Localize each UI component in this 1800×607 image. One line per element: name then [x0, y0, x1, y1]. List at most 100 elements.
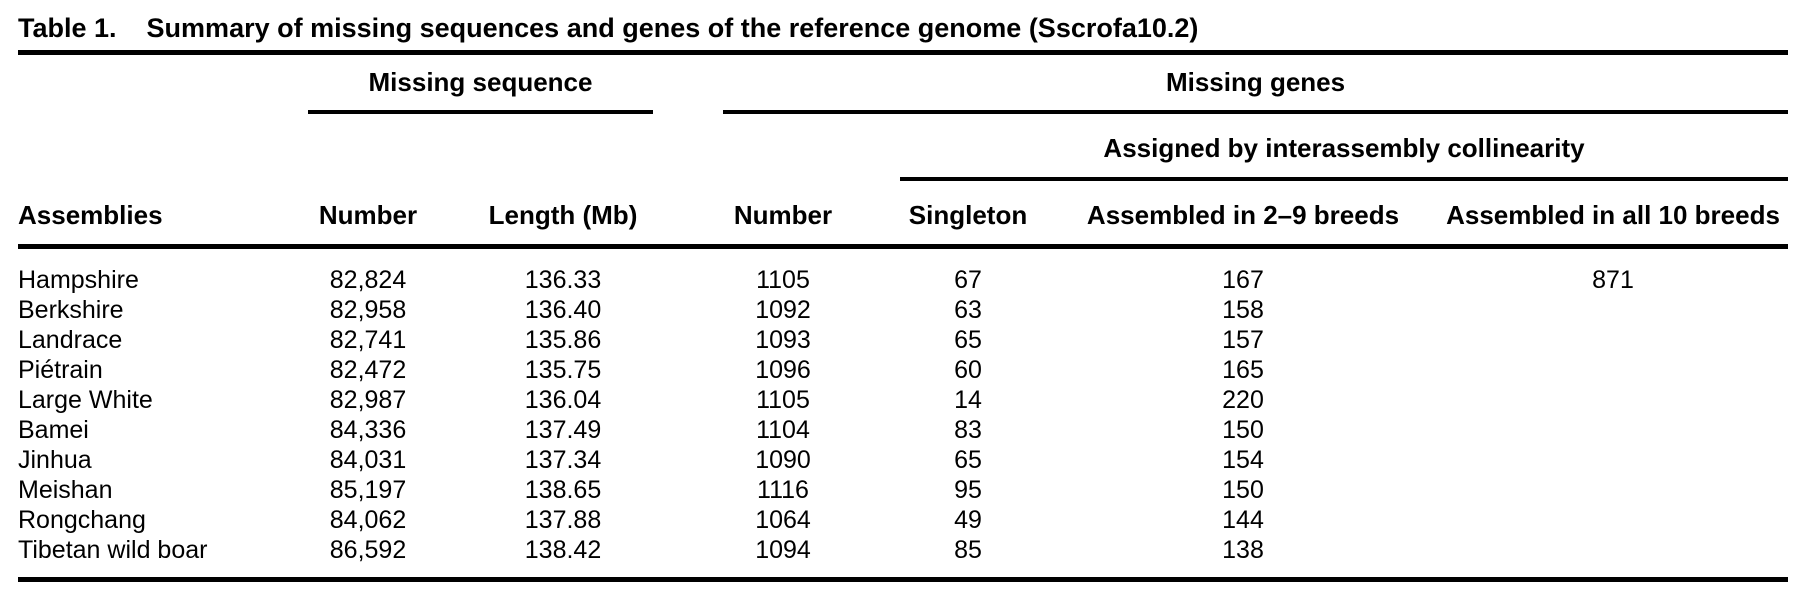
cell-genes-number: 1116	[757, 476, 809, 504]
table-row: Piétrain 82,472 135.75 1096 60 165	[18, 355, 1788, 385]
cell-seq-number: 85,197	[329, 476, 407, 504]
cell-seq-number: 82,987	[329, 386, 407, 414]
cell-seq-length-mb: 136.04	[524, 386, 602, 414]
cell-genes-number: 1093	[755, 326, 811, 354]
col-header-assemblies: Assemblies	[18, 181, 288, 249]
cell-seq-number: 82,472	[329, 356, 407, 384]
cell-singleton: 14	[954, 386, 982, 414]
cell-singleton: 85	[954, 536, 982, 564]
cell-seq-length-mb: 136.40	[524, 296, 602, 324]
subgroup-spacer	[288, 114, 678, 181]
summary-table: Missing sequence Missing genes Assigned …	[18, 55, 1789, 566]
cell-seq-number: 82,741	[329, 326, 407, 354]
cell-seq-length-mb: 137.88	[524, 506, 602, 534]
col-header-singleton: Singleton	[888, 181, 1048, 249]
cell-all-10-breeds	[1438, 535, 1788, 565]
cell-seq-number: 84,336	[329, 416, 407, 444]
cell-breeds-2-9: 154	[1222, 446, 1264, 474]
table-title-label: Table 1.	[18, 13, 117, 43]
cell-seq-number: 84,062	[329, 506, 407, 534]
cell-breeds-2-9: 158	[1222, 296, 1264, 324]
cell-singleton: 63	[954, 296, 982, 324]
cell-all-10-breeds: 871	[1592, 266, 1634, 294]
cell-breeds-2-9: 157	[1222, 326, 1264, 354]
cell-all-10-breeds	[1438, 445, 1788, 475]
cell-all-10-breeds	[1438, 505, 1788, 535]
cell-breeds-2-9: 144	[1222, 506, 1264, 534]
table-row: Hampshire 82,824 136.33 1105 67 167 871	[18, 247, 1788, 296]
cell-genes-number: 1104	[756, 416, 810, 444]
col-header-length-mb: Length (Mb)	[448, 181, 678, 249]
cell-assembly: Jinhua	[18, 446, 92, 474]
col-header-all-10-breeds: Assembled in all 10 breeds	[1438, 181, 1789, 249]
cell-assembly: Meishan	[18, 476, 113, 504]
table-row: Landrace 82,741 135.86 1093 65 157	[18, 325, 1788, 355]
cell-seq-length-mb: 138.42	[524, 536, 602, 564]
cell-seq-number: 84,031	[329, 446, 407, 474]
cell-genes-number: 1090	[755, 446, 811, 474]
table-title-text: Summary of missing sequences and genes o…	[146, 13, 1199, 43]
table-body: Hampshire 82,824 136.33 1105 67 167 871 Berkshi…	[18, 247, 1788, 566]
cell-genes-number: 1105	[756, 386, 810, 414]
cell-singleton: 95	[954, 476, 982, 504]
table-row: Jinhua 84,031 137.34 1090 65 154	[18, 445, 1788, 475]
table-row: Tibetan wild boar 86,592 138.42 1094 85 138	[18, 535, 1788, 565]
cell-breeds-2-9: 150	[1222, 416, 1264, 444]
cell-singleton: 67	[954, 266, 982, 294]
table-row: Berkshire 82,958 136.40 1092 63 158	[18, 295, 1788, 325]
subgroup-spacer	[678, 114, 888, 181]
cell-seq-length-mb: 135.86	[524, 326, 602, 354]
cell-breeds-2-9: 150	[1222, 476, 1264, 504]
table-title: Table 1. Summary of missing sequences and…	[18, 14, 1800, 42]
colgroup-missing-sequence: Missing sequence	[288, 55, 678, 114]
cell-assembly: Tibetan wild boar	[18, 536, 208, 564]
cell-seq-number: 86,592	[329, 536, 407, 564]
missing-genes-label: Missing genes	[723, 55, 1789, 114]
cell-all-10-breeds	[1438, 355, 1788, 385]
cell-breeds-2-9: 165	[1222, 356, 1264, 384]
table-row: Bamei 84,336 137.49 1104 83 150	[18, 415, 1788, 445]
cell-seq-length-mb: 135.75	[524, 356, 602, 384]
group-spacer	[18, 55, 288, 114]
table-row: Rongchang 84,062 137.88 1064 49 144	[18, 505, 1788, 535]
cell-all-10-breeds	[1438, 385, 1788, 415]
cell-all-10-breeds	[1438, 415, 1788, 445]
colgroup-assigned-by: Assigned by interassembly collinearity	[888, 114, 1789, 181]
cell-singleton: 65	[954, 446, 982, 474]
cell-seq-number: 82,958	[329, 296, 407, 324]
bottom-rule	[18, 577, 1788, 582]
table-row: Meishan 85,197 138.65 1116 95 150	[18, 475, 1788, 505]
subgroup-header-row: Assigned by interassembly collinearity	[18, 114, 1789, 181]
cell-breeds-2-9: 167	[1222, 266, 1264, 294]
colgroup-missing-genes: Missing genes	[678, 55, 1789, 114]
cell-seq-length-mb: 137.34	[524, 446, 602, 474]
col-header-2-9-breeds: Assembled in 2–9 breeds	[1048, 181, 1438, 249]
cell-assembly: Rongchang	[18, 506, 146, 534]
cell-all-10-breeds	[1438, 475, 1788, 505]
assigned-by-label: Assigned by interassembly collinearity	[900, 114, 1789, 181]
cell-assembly: Landrace	[18, 326, 123, 354]
col-header-genes-number: Number	[678, 181, 888, 249]
cell-genes-number: 1094	[755, 536, 811, 564]
top-rule	[18, 50, 1788, 55]
cell-breeds-2-9: 220	[1222, 386, 1264, 414]
cell-genes-number: 1064	[755, 506, 811, 534]
cell-all-10-breeds	[1438, 325, 1788, 355]
cell-singleton: 83	[954, 416, 982, 444]
column-header-row: Assemblies Number Length (Mb) Number Sin…	[18, 181, 1789, 249]
cell-genes-number: 1096	[755, 356, 811, 384]
table-header: Missing sequence Missing genes Assigned …	[18, 55, 1789, 249]
cell-assembly: Large White	[18, 386, 153, 414]
cell-genes-number: 1092	[755, 296, 811, 324]
cell-assembly: Hampshire	[18, 266, 139, 294]
cell-seq-length-mb: 137.49	[524, 416, 602, 444]
cell-assembly: Bamei	[18, 416, 89, 444]
subgroup-spacer	[18, 114, 288, 181]
cell-all-10-breeds	[1438, 295, 1788, 325]
missing-sequence-label: Missing sequence	[308, 55, 653, 114]
cell-seq-length-mb: 136.33	[524, 266, 602, 294]
cell-seq-length-mb: 138.65	[524, 476, 602, 504]
cell-genes-number: 1105	[756, 266, 810, 294]
cell-assembly: Berkshire	[18, 296, 124, 324]
